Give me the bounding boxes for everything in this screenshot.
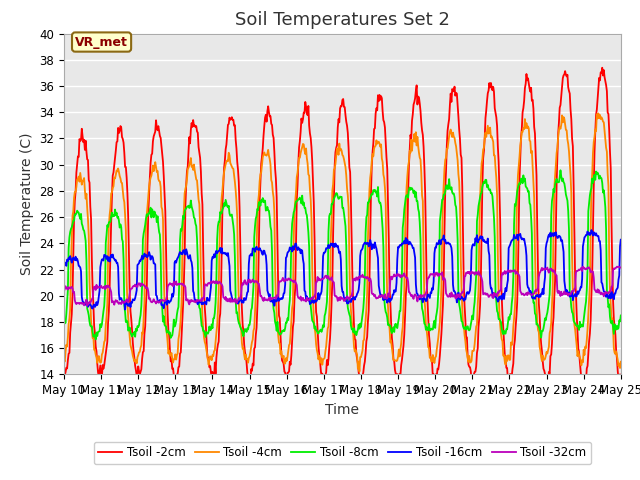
Line: Tsoil -4cm: Tsoil -4cm	[64, 113, 621, 372]
Tsoil -4cm	[595, 110, 602, 116]
Tsoil -4cm	[617, 359, 625, 365]
Tsoil -2cm	[444, 128, 451, 133]
Tsoil -2cm	[617, 385, 625, 391]
Tsoil -8cm	[568, 304, 575, 310]
Tsoil -32cm	[83, 303, 91, 309]
Tsoil -16cm	[183, 249, 191, 255]
Tsoil -8cm	[92, 336, 100, 342]
Tsoil -8cm	[617, 312, 625, 318]
Legend: Tsoil -2cm, Tsoil -4cm, Tsoil -8cm, Tsoil -16cm, Tsoil -32cm: Tsoil -2cm, Tsoil -4cm, Tsoil -8cm, Tsoi…	[93, 442, 591, 464]
Tsoil -4cm	[444, 146, 451, 152]
Tsoil -16cm	[389, 292, 397, 298]
Tsoil -4cm	[206, 353, 214, 359]
Tsoil -32cm	[444, 294, 451, 300]
Tsoil -16cm	[335, 247, 342, 252]
Tsoil -32cm	[60, 289, 68, 295]
Tsoil -2cm	[206, 363, 214, 369]
Line: Tsoil -2cm: Tsoil -2cm	[64, 68, 621, 390]
Tsoil -2cm	[357, 387, 365, 393]
Tsoil -2cm	[60, 365, 68, 371]
Tsoil -32cm	[389, 274, 397, 280]
Tsoil -32cm	[207, 278, 215, 284]
Tsoil -4cm	[389, 350, 397, 356]
Tsoil -2cm	[182, 182, 190, 188]
Tsoil -2cm	[598, 65, 606, 71]
Tsoil -32cm	[566, 292, 574, 298]
Tsoil -16cm	[207, 284, 215, 290]
Title: Soil Temperatures Set 2: Soil Temperatures Set 2	[235, 11, 450, 29]
Tsoil -4cm	[60, 357, 68, 362]
X-axis label: Time: Time	[325, 403, 360, 417]
Tsoil -16cm	[617, 237, 625, 242]
Line: Tsoil -8cm: Tsoil -8cm	[64, 170, 621, 339]
Tsoil -16cm	[588, 227, 595, 233]
Tsoil -8cm	[207, 327, 215, 333]
Tsoil -2cm	[566, 107, 574, 112]
Tsoil -16cm	[444, 240, 451, 245]
Tsoil -32cm	[613, 264, 621, 270]
Tsoil -4cm	[182, 183, 190, 189]
Line: Tsoil -16cm: Tsoil -16cm	[64, 230, 621, 310]
Tsoil -16cm	[121, 307, 129, 312]
Text: VR_met: VR_met	[75, 36, 128, 48]
Line: Tsoil -32cm: Tsoil -32cm	[64, 267, 621, 306]
Tsoil -2cm	[389, 343, 397, 348]
Tsoil -32cm	[335, 297, 342, 302]
Tsoil -8cm	[557, 168, 564, 173]
Tsoil -8cm	[389, 326, 397, 332]
Tsoil -4cm	[334, 146, 342, 152]
Tsoil -4cm	[566, 173, 574, 179]
Tsoil -32cm	[183, 297, 191, 302]
Tsoil -2cm	[334, 124, 342, 130]
Tsoil -16cm	[566, 292, 574, 298]
Tsoil -8cm	[60, 323, 68, 328]
Tsoil -8cm	[183, 204, 191, 210]
Tsoil -8cm	[444, 186, 451, 192]
Tsoil -4cm	[356, 369, 364, 374]
Tsoil -32cm	[617, 264, 625, 270]
Y-axis label: Soil Temperature (C): Soil Temperature (C)	[20, 133, 34, 275]
Tsoil -8cm	[335, 196, 342, 202]
Tsoil -16cm	[60, 264, 68, 269]
